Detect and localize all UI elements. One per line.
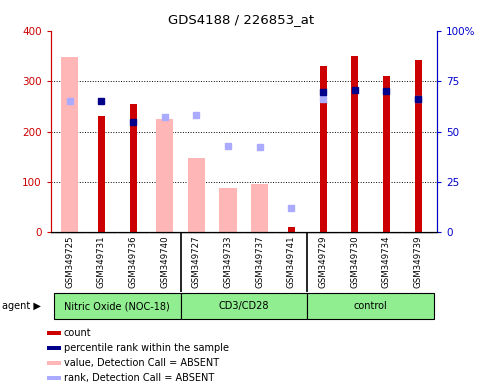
Bar xyxy=(251,184,269,232)
Bar xyxy=(61,57,78,232)
Text: control: control xyxy=(354,301,387,311)
Bar xyxy=(288,227,295,232)
Text: Nitric Oxide (NOC-18): Nitric Oxide (NOC-18) xyxy=(64,301,170,311)
Text: GSM349733: GSM349733 xyxy=(224,236,233,288)
Text: GSM349727: GSM349727 xyxy=(192,236,201,288)
Bar xyxy=(219,188,237,232)
Bar xyxy=(320,66,327,232)
FancyBboxPatch shape xyxy=(307,293,434,319)
FancyBboxPatch shape xyxy=(47,376,61,380)
Text: GSM349740: GSM349740 xyxy=(160,236,169,288)
Text: value, Detection Call = ABSENT: value, Detection Call = ABSENT xyxy=(64,358,219,368)
Bar xyxy=(156,119,173,232)
Bar xyxy=(414,60,422,232)
Text: GSM349741: GSM349741 xyxy=(287,236,296,288)
Text: GSM349730: GSM349730 xyxy=(350,236,359,288)
Bar xyxy=(351,56,358,232)
Text: agent ▶: agent ▶ xyxy=(2,301,41,311)
FancyBboxPatch shape xyxy=(54,293,181,319)
Text: GSM349734: GSM349734 xyxy=(382,236,391,288)
Bar xyxy=(188,158,205,232)
Text: GSM349729: GSM349729 xyxy=(319,236,327,288)
Text: count: count xyxy=(64,328,91,338)
Text: GDS4188 / 226853_at: GDS4188 / 226853_at xyxy=(169,13,314,26)
FancyBboxPatch shape xyxy=(181,293,307,319)
FancyBboxPatch shape xyxy=(47,346,61,350)
Text: percentile rank within the sample: percentile rank within the sample xyxy=(64,343,229,353)
Text: GSM349731: GSM349731 xyxy=(97,236,106,288)
Bar xyxy=(383,76,390,232)
Text: CD3/CD28: CD3/CD28 xyxy=(219,301,269,311)
Text: rank, Detection Call = ABSENT: rank, Detection Call = ABSENT xyxy=(64,373,214,383)
Text: GSM349725: GSM349725 xyxy=(65,236,74,288)
Text: GSM349736: GSM349736 xyxy=(128,236,138,288)
FancyBboxPatch shape xyxy=(47,331,61,335)
Bar xyxy=(129,104,137,232)
Text: GSM349739: GSM349739 xyxy=(413,236,423,288)
FancyBboxPatch shape xyxy=(47,361,61,365)
Text: GSM349737: GSM349737 xyxy=(255,236,264,288)
Bar xyxy=(98,116,105,232)
